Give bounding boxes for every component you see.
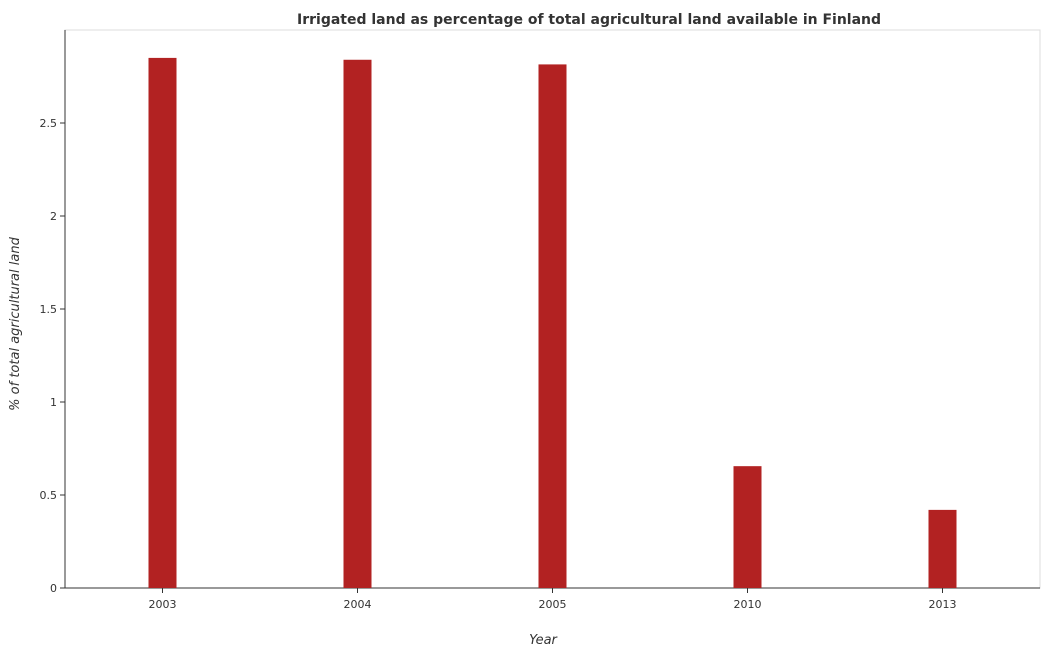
chart-title: Irrigated land as percentage of total ag… <box>297 12 881 28</box>
y-tick-label: 2 <box>50 210 57 223</box>
plot-area: 0 0.5 1 1.5 2 2.5 2003 2004 2005 2010 2013 <box>40 29 1041 611</box>
bar-2003 <box>148 57 177 588</box>
bar-2010 <box>733 466 762 588</box>
x-tick-label: 2003 <box>149 598 177 611</box>
x-tick-label: 2013 <box>929 598 957 611</box>
x-tick-label: 2005 <box>539 598 567 611</box>
x-tick-label: 2010 <box>734 598 762 611</box>
y-tick-label: 1.5 <box>40 303 58 316</box>
bar-2005 <box>538 64 567 588</box>
bar-2013 <box>928 509 957 588</box>
y-tick-label: 1 <box>50 396 57 409</box>
y-tick-label: 2.5 <box>40 117 58 130</box>
x-axis-label: Year <box>529 633 558 648</box>
y-axis-label: % of total agricultural land <box>8 236 23 410</box>
y-tick-label: 0 <box>50 582 57 595</box>
bar-2004 <box>343 59 372 588</box>
y-tick-label: 0.5 <box>40 489 58 502</box>
x-tick-label: 2004 <box>344 598 372 611</box>
